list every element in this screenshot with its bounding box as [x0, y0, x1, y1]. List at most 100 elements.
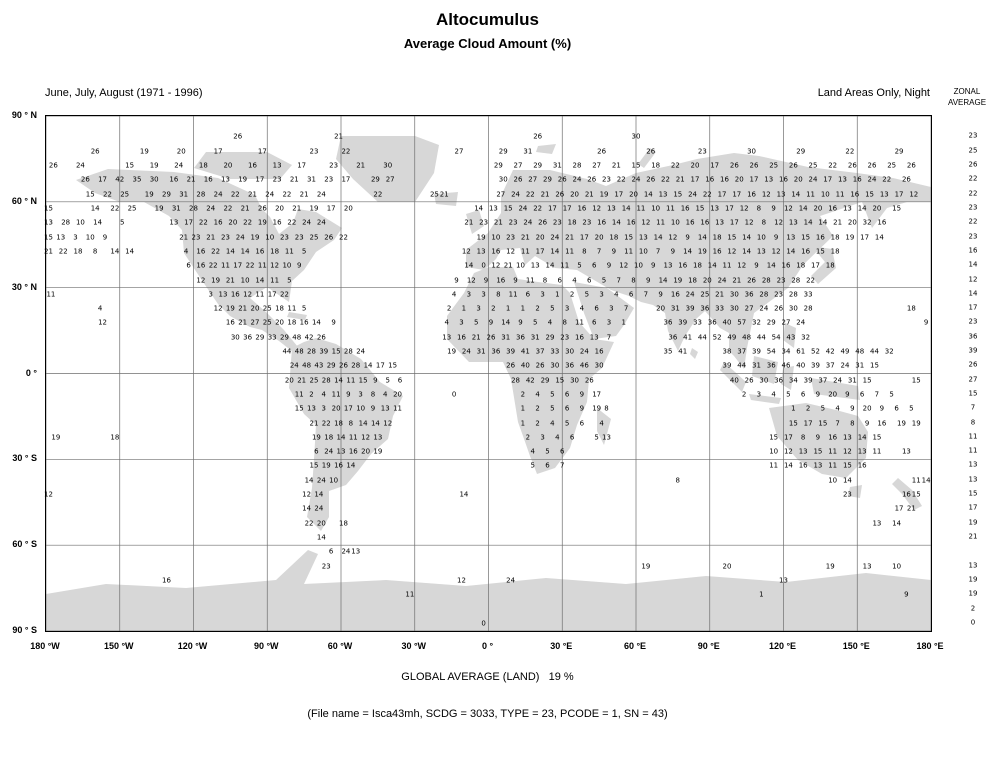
grid-value: 20	[570, 190, 579, 199]
zonal-average-value: 13	[968, 561, 978, 570]
grid-value: 24	[235, 233, 245, 242]
grid-value: 42	[525, 376, 535, 385]
grid-value: 14	[892, 519, 902, 528]
grid-value: 14	[370, 419, 380, 428]
grid-value: 10	[633, 261, 643, 270]
grid-value: 5	[564, 419, 570, 428]
grid-value: 14	[842, 476, 852, 485]
continent-eurasia	[466, 153, 931, 369]
grid-value: 10	[85, 233, 95, 242]
grid-value: 11	[270, 276, 280, 284]
grid-value: 17	[375, 361, 385, 370]
grid-value: 23	[776, 276, 786, 284]
grid-value: 10	[828, 476, 838, 485]
grid-value: 23	[774, 290, 784, 299]
grid-value: 7	[643, 290, 649, 299]
grid-value: 10	[769, 447, 779, 456]
grid-value: 36	[774, 376, 784, 385]
zonal-average-value: 22	[968, 174, 978, 183]
grid-value: 43	[314, 361, 324, 370]
grid-values-layer: 26 21 26 30 26 19 20 17 17 23 22 27 29 31 26 26 23 30 29 22…	[44, 116, 931, 631]
longitude-tick-label: 150 °E	[842, 641, 870, 651]
grid-value: 17	[579, 233, 589, 242]
grid-value: 5	[550, 404, 555, 413]
grid-value: 17	[894, 190, 904, 199]
grid-value: 19	[373, 447, 383, 456]
grid-value: 16	[255, 247, 265, 256]
grid-value: 15	[631, 161, 641, 170]
grid-value: 0	[451, 390, 457, 399]
grid-value: 26	[80, 175, 90, 184]
grid-value: 19	[673, 276, 683, 284]
grid-value: 15	[813, 447, 823, 456]
grid-value: 8	[850, 419, 855, 428]
zonal-average-value: 15	[968, 389, 978, 398]
grid-value: 15	[801, 233, 811, 242]
grid-value: 5	[119, 218, 125, 227]
grid-value: 15	[294, 404, 304, 413]
grid-value: 20	[343, 204, 353, 213]
grid-value: 26	[646, 147, 656, 156]
grid-value: 24	[356, 347, 366, 356]
grid-value: 16	[196, 247, 206, 256]
grid-value: 28	[511, 376, 520, 385]
grid-value: 31	[855, 361, 865, 370]
grid-value: 30	[759, 376, 769, 385]
grid-value: 17	[717, 190, 727, 199]
grid-value: 2	[309, 390, 314, 399]
grid-value: 24	[579, 347, 589, 356]
grid-value: 26	[533, 132, 543, 141]
grid-value: 36	[243, 333, 253, 342]
grid-value: 20	[275, 318, 284, 327]
island-new-guinea	[811, 378, 860, 400]
zonal-average-value: 0	[970, 618, 976, 627]
grid-value: 14	[90, 204, 100, 213]
grid-value: 7	[655, 247, 661, 256]
grid-value: 9	[815, 390, 821, 399]
grid-value: 14	[621, 204, 631, 213]
grid-value: 1	[520, 419, 526, 428]
grid-value: 3	[606, 318, 612, 327]
grid-value: 16	[877, 419, 887, 428]
grid-value: 3	[756, 390, 762, 399]
grid-value: 18	[324, 433, 334, 442]
grid-value: 13	[798, 447, 808, 456]
grid-value: 13	[838, 175, 847, 184]
grid-value: 2	[491, 304, 496, 313]
grid-value: 21	[334, 132, 343, 141]
grid-value: 15	[555, 376, 565, 385]
grid-value: 18	[796, 261, 806, 270]
grid-value: 7	[835, 419, 840, 428]
grid-value: 17	[803, 419, 813, 428]
latitude-tick-label: 30 ° S	[12, 453, 37, 464]
grid-value: 7	[616, 276, 622, 284]
grid-value: 12	[98, 318, 107, 327]
grid-value: 10	[491, 233, 501, 242]
grid-value: 9	[611, 247, 617, 256]
grid-value: 9	[670, 247, 676, 256]
grid-value: 15	[624, 233, 634, 242]
grid-value: 9	[346, 390, 351, 399]
grid-value: 12	[842, 447, 852, 456]
grid-value: 14	[545, 261, 555, 270]
grid-value: 16	[857, 461, 867, 470]
grid-value: 14	[643, 190, 653, 199]
scope-label: Land Areas Only, Night	[817, 87, 930, 99]
grid-value: 15	[695, 204, 705, 213]
grid-value: 26	[747, 276, 756, 284]
grid-value: 18	[825, 261, 835, 270]
grid-value: 0	[481, 261, 486, 270]
grid-value: 12	[383, 419, 393, 428]
grid-value: 24	[461, 347, 471, 356]
grid-value: 25	[262, 318, 272, 327]
grid-value: 26	[646, 175, 656, 184]
grid-value: 8	[348, 419, 354, 428]
longitude-tick-label: 60 °W	[327, 641, 353, 651]
grid-value: 39	[685, 304, 695, 313]
grid-value: 22	[338, 233, 348, 242]
zonal-average-value: 17	[968, 303, 978, 312]
grid-value: 4	[383, 390, 388, 399]
grid-value: 5	[301, 304, 307, 313]
grid-value: 22	[341, 147, 351, 156]
grid-value: 26	[867, 161, 877, 170]
